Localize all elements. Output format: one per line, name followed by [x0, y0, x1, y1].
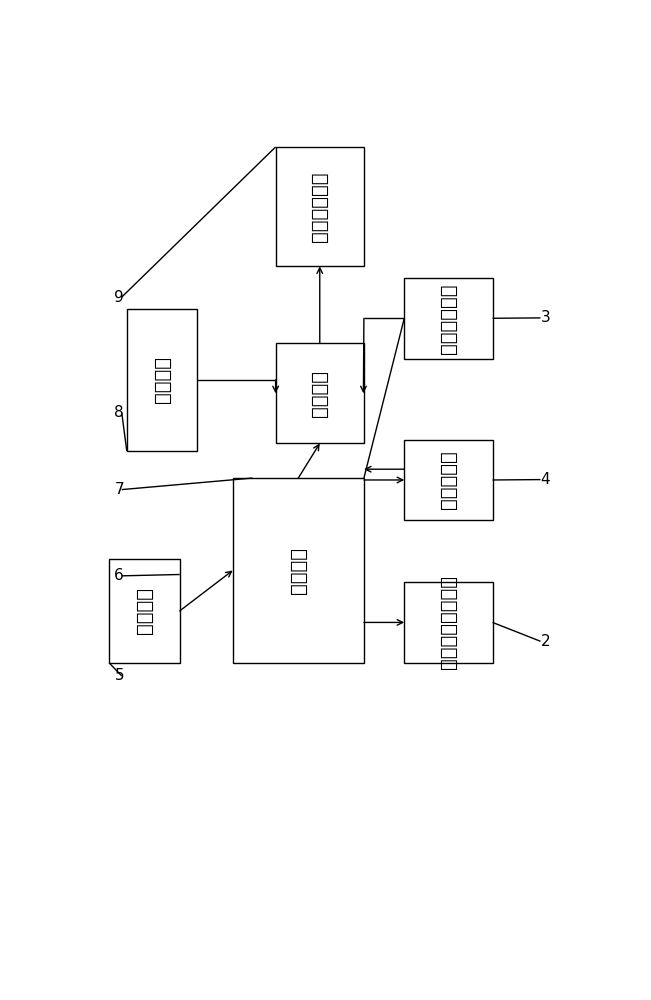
Text: 6: 6 — [115, 568, 124, 583]
Text: 3: 3 — [541, 310, 550, 325]
Bar — [275, 147, 364, 266]
Bar — [127, 309, 197, 451]
Bar — [404, 440, 493, 520]
Text: 光纤接口指示灯组: 光纤接口指示灯组 — [439, 575, 458, 669]
Text: 2: 2 — [541, 634, 550, 649]
Text: 5: 5 — [115, 668, 124, 683]
Bar — [275, 343, 364, 443]
Text: 控制电源: 控制电源 — [135, 587, 154, 634]
Text: 光路切换模块: 光路切换模块 — [311, 171, 329, 242]
Text: 驱动电源: 驱动电源 — [152, 356, 172, 403]
Text: 9: 9 — [115, 290, 124, 305]
Text: 4: 4 — [541, 472, 550, 487]
Bar — [404, 582, 493, 663]
Bar — [109, 559, 180, 663]
Text: 按鈕切换开关: 按鈕切换开关 — [439, 283, 458, 354]
Text: 驱动模块: 驱动模块 — [311, 370, 329, 417]
Text: 7: 7 — [115, 482, 124, 497]
Text: 8: 8 — [115, 405, 124, 420]
Text: 控制模块: 控制模块 — [289, 547, 308, 594]
Bar — [404, 278, 493, 359]
Text: 状态指示灯: 状态指示灯 — [439, 451, 458, 509]
Bar — [233, 478, 364, 663]
